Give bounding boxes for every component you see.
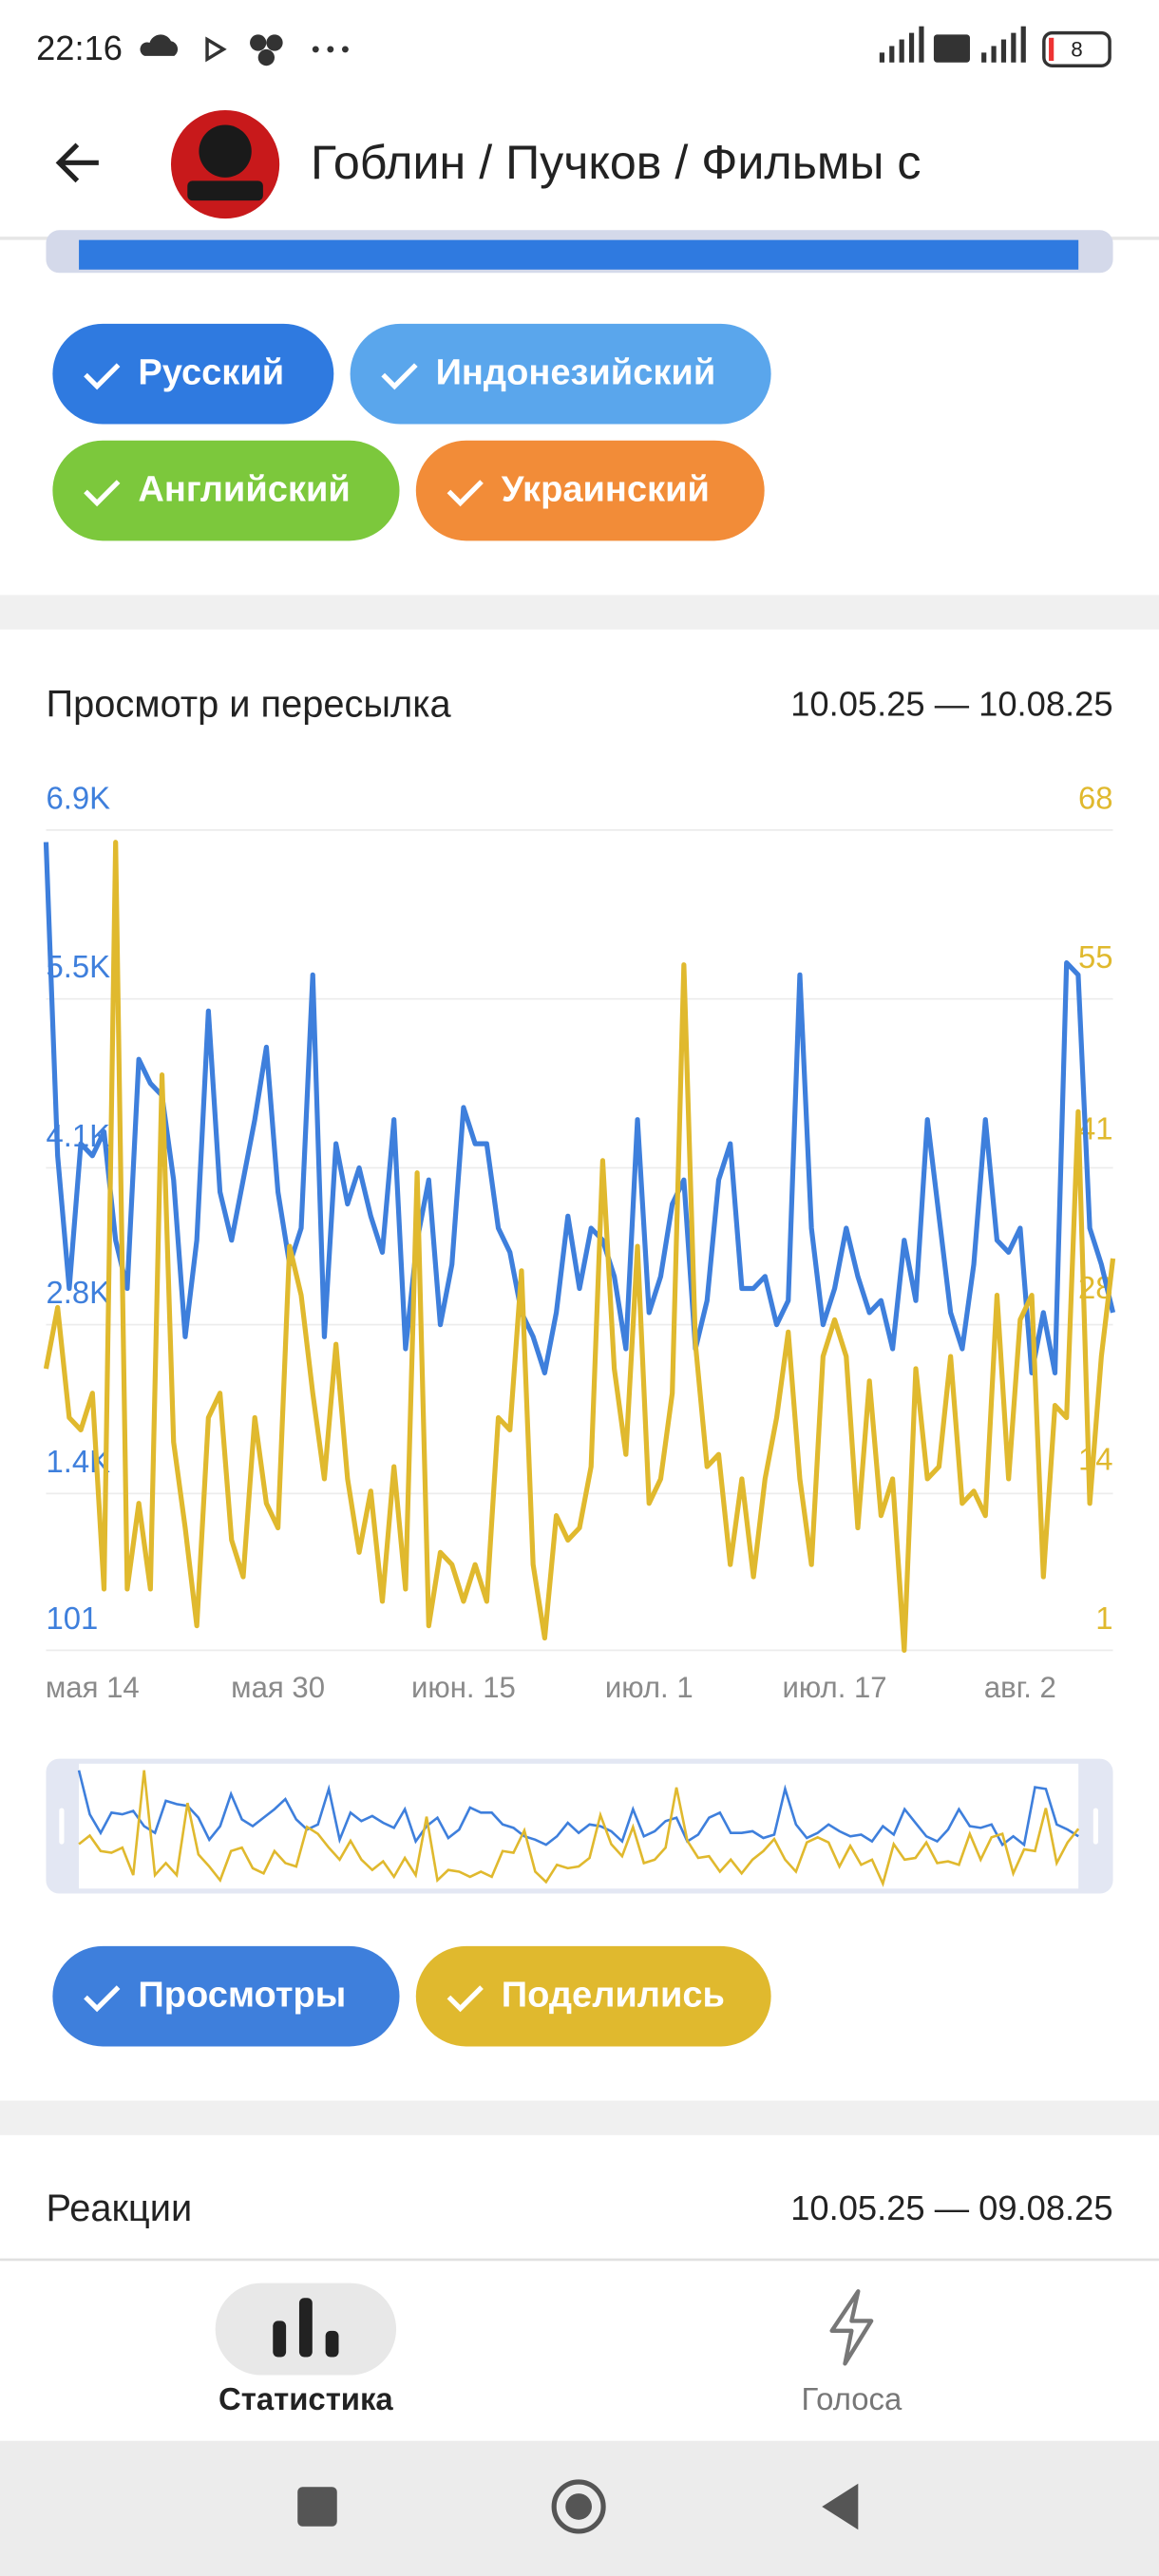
y2-tick-label: 68 [1078,780,1113,815]
battery [1042,30,1112,67]
chip-label: Русский [138,353,284,393]
navigator-chart [77,1770,1080,1887]
chip[interactable] [52,440,400,541]
y-tick-label: 1.4K [46,1444,110,1479]
separator [0,2100,1159,2135]
x-tick-label: июн. 15 [411,1671,516,1704]
reactions-title: Реакции [46,2188,192,2229]
battery-level [1049,37,1054,62]
x-tick-label: авг. 2 [984,1671,1056,1704]
mini-series-line [78,1770,1080,1887]
status-time: 22:16 [36,28,123,67]
home-dot [565,2493,592,2520]
cloud-icon [140,34,179,56]
y-tick-label: 5.5K [46,949,110,984]
title-fade [986,98,1159,231]
y-tick-label: 6.9K [46,780,110,815]
more-icon [312,46,349,53]
chip-label: Украинский [502,469,710,509]
y2-tick-label: 1 [1095,1601,1112,1636]
nav-label[interactable]: Голоса [802,2381,902,2416]
separator [0,595,1159,630]
app-icon [250,34,283,66]
y-tick-label: 101 [46,1601,98,1636]
votes-icon [829,2289,874,2366]
series-line [43,840,1116,1653]
navigator-window[interactable] [79,1763,1079,1889]
back-system-button[interactable] [822,2483,859,2530]
chart-title: Просмотр и пересылка [46,684,451,726]
home-button[interactable] [551,2479,606,2534]
chip[interactable] [350,323,771,425]
check-icons [84,363,484,507]
chart-date-range: 10.05.25 — 10.08.25 [790,685,1112,724]
check-icons [84,1985,484,2013]
legend: Просмотры Поделились [52,1945,771,2047]
back-button[interactable] [55,142,99,183]
x-tick-label: июл. 1 [605,1671,694,1704]
play-icon [205,36,227,63]
legend-chip[interactable] [415,1945,771,2047]
language-chips: Русский Индонезийский Английский Украинс… [52,323,771,541]
navigator-handle[interactable] [1092,1808,1098,1845]
navigator-fill [79,239,1079,270]
y-tick-label: 2.8K [46,1275,110,1310]
stats-icon [273,2298,339,2358]
legend-label: Поделились [502,1976,725,2016]
signal-icons [879,26,1026,63]
avatar-face [199,124,252,178]
x-tick-label: мая 14 [46,1671,140,1704]
chip[interactable] [52,323,334,425]
series-line [43,842,1116,1376]
nav-border [0,2258,1159,2262]
legend-chip[interactable] [52,1945,400,2047]
x-tick-label: мая 30 [231,1671,325,1704]
recents-button[interactable] [297,2487,337,2527]
battery-text: 8 [1071,38,1083,62]
bottom-nav [0,2258,1159,2441]
legend-label: Просмотры [138,1976,346,2016]
chip-label: Индонезийский [436,353,716,393]
navigator-handle[interactable] [59,1808,65,1845]
channel-title: Гоблин / Пучков / Фильмы с [311,136,921,189]
avatar-banner [187,180,263,201]
mini-series-line [77,1770,1079,1847]
nav-label[interactable]: Статистика [218,2381,393,2416]
y2-tick-label: 55 [1078,939,1113,975]
reactions-date-range: 10.05.25 — 09.08.25 [790,2188,1112,2227]
chip[interactable] [415,440,765,541]
x-tick-label: июл. 17 [782,1671,886,1704]
chip-label: Английский [138,469,350,509]
